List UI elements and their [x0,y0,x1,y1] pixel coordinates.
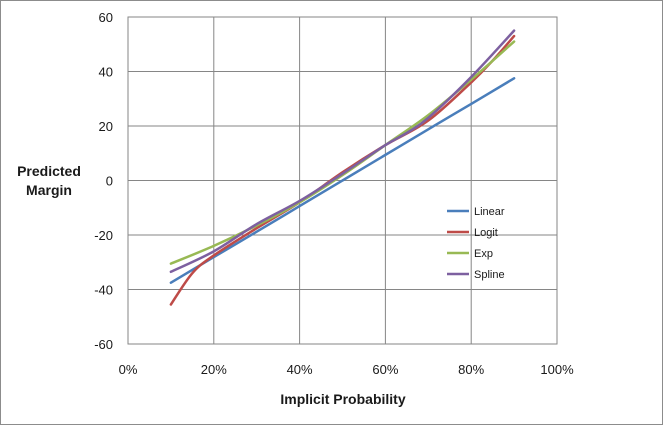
plot-area-border [127,16,558,345]
y-tick-label: 20 [99,119,113,134]
x-tick-label: 40% [287,362,313,377]
y-tick-label: 0 [106,174,113,189]
legend-label-linear: Linear [474,206,505,218]
x-tick-label: 100% [540,362,574,377]
legend: Linear Logit Exp Spline [447,206,505,281]
legend-label-spline: Spline [474,269,505,281]
y-tick-label: -40 [94,283,113,298]
x-tick-label: 0% [119,362,138,377]
y-axis-tick-labels: 60 40 20 0 -20 -40 -60 [94,10,113,352]
y-tick-label: -20 [94,228,113,243]
series-line-linear [169,77,516,284]
legend-label-logit: Logit [474,227,498,239]
y-tick-label: 60 [99,10,113,25]
x-tick-label: 60% [372,362,398,377]
x-tick-label: 20% [201,362,227,377]
x-axis-title: Implicit Probability [280,391,405,407]
series-line-spline [169,29,516,274]
y-tick-label: -60 [94,337,113,352]
series-lines [169,29,516,306]
legend-label-exp: Exp [474,248,493,260]
y-tick-label: 40 [99,65,113,80]
x-axis-tick-labels: 0% 20% 40% 60% 80% 100% [119,362,574,377]
x-tick-label: 80% [458,362,484,377]
y-axis-title-line-1: Predicted [17,163,81,179]
y-axis-title-line-2: Margin [26,182,72,198]
